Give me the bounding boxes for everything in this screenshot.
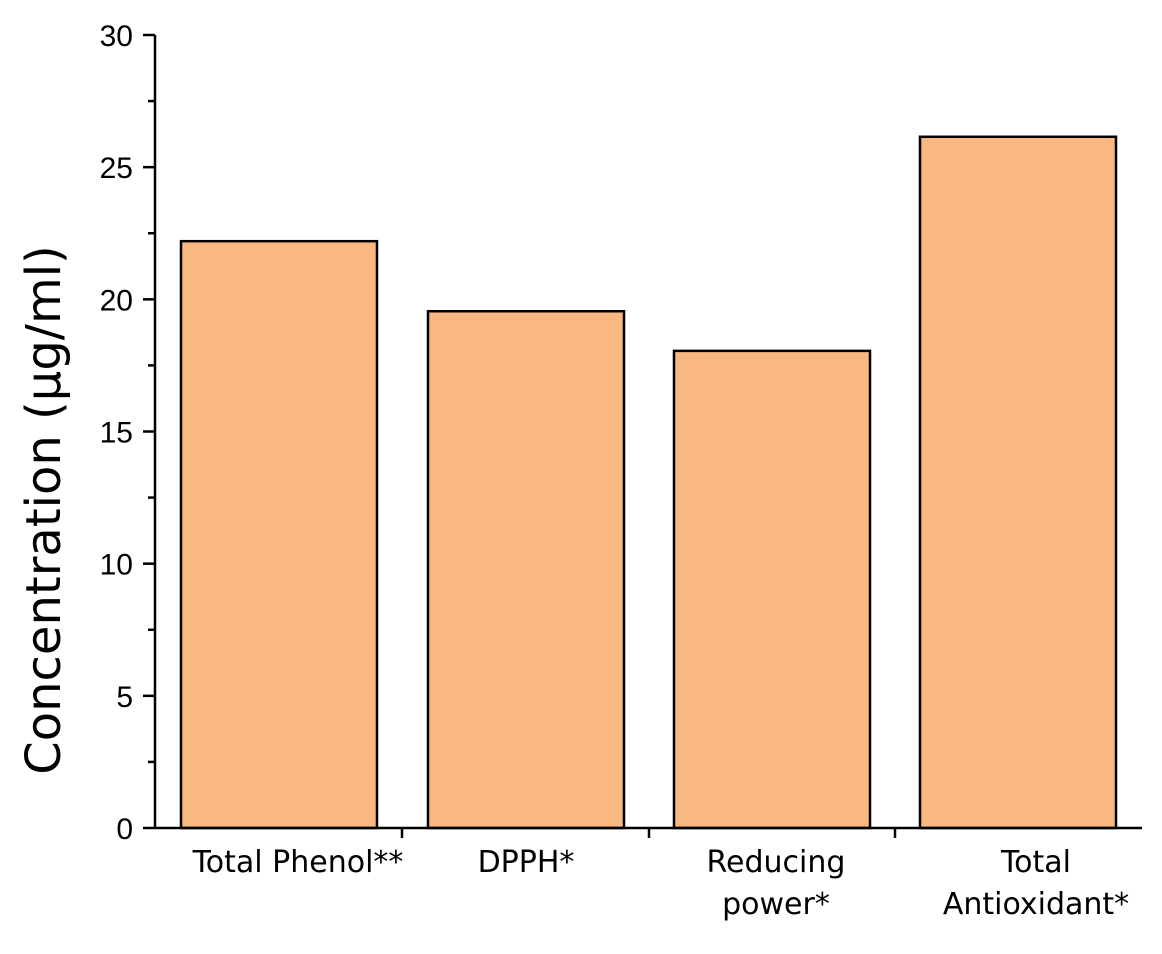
x-tick-label-line: Total	[1000, 845, 1071, 880]
bar-1	[426, 309, 626, 830]
x-tick-label: DPPH*	[478, 845, 575, 880]
x-tick-label-line: DPPH*	[478, 845, 575, 880]
y-tick-label: 20	[100, 284, 133, 317]
bars-group	[179, 135, 1118, 830]
y-tick-label: 5	[116, 681, 133, 714]
x-tick-label: Reducing power*	[707, 845, 846, 922]
x-tick-label-line: power*	[722, 887, 830, 922]
x-tick-label-line: Reducing	[707, 845, 846, 880]
y-tick-label: 30	[100, 20, 133, 53]
x-tick-label: Total Antioxidant*	[943, 845, 1129, 922]
y-tick-label: 25	[100, 152, 133, 185]
bar-2	[672, 349, 872, 830]
y-axis-title: Concentration (µg/ml)	[16, 245, 72, 775]
bar-0	[179, 239, 379, 830]
y-tick-label: 0	[116, 813, 133, 846]
x-labels-group: Total Phenol** DPPH* Reducing power* Total An…	[192, 845, 1130, 922]
y-tick-label: 15	[100, 417, 133, 450]
bar-3	[918, 135, 1118, 830]
y-tick-label: 10	[100, 549, 133, 582]
x-tick-label-line: Total Phenol**	[192, 845, 404, 880]
x-tick-label-line: Antioxidant*	[943, 887, 1129, 922]
x-tick-label: Total Phenol**	[192, 845, 404, 880]
y-ticks-group: 0 5 10 15 20 25 30	[100, 20, 897, 846]
